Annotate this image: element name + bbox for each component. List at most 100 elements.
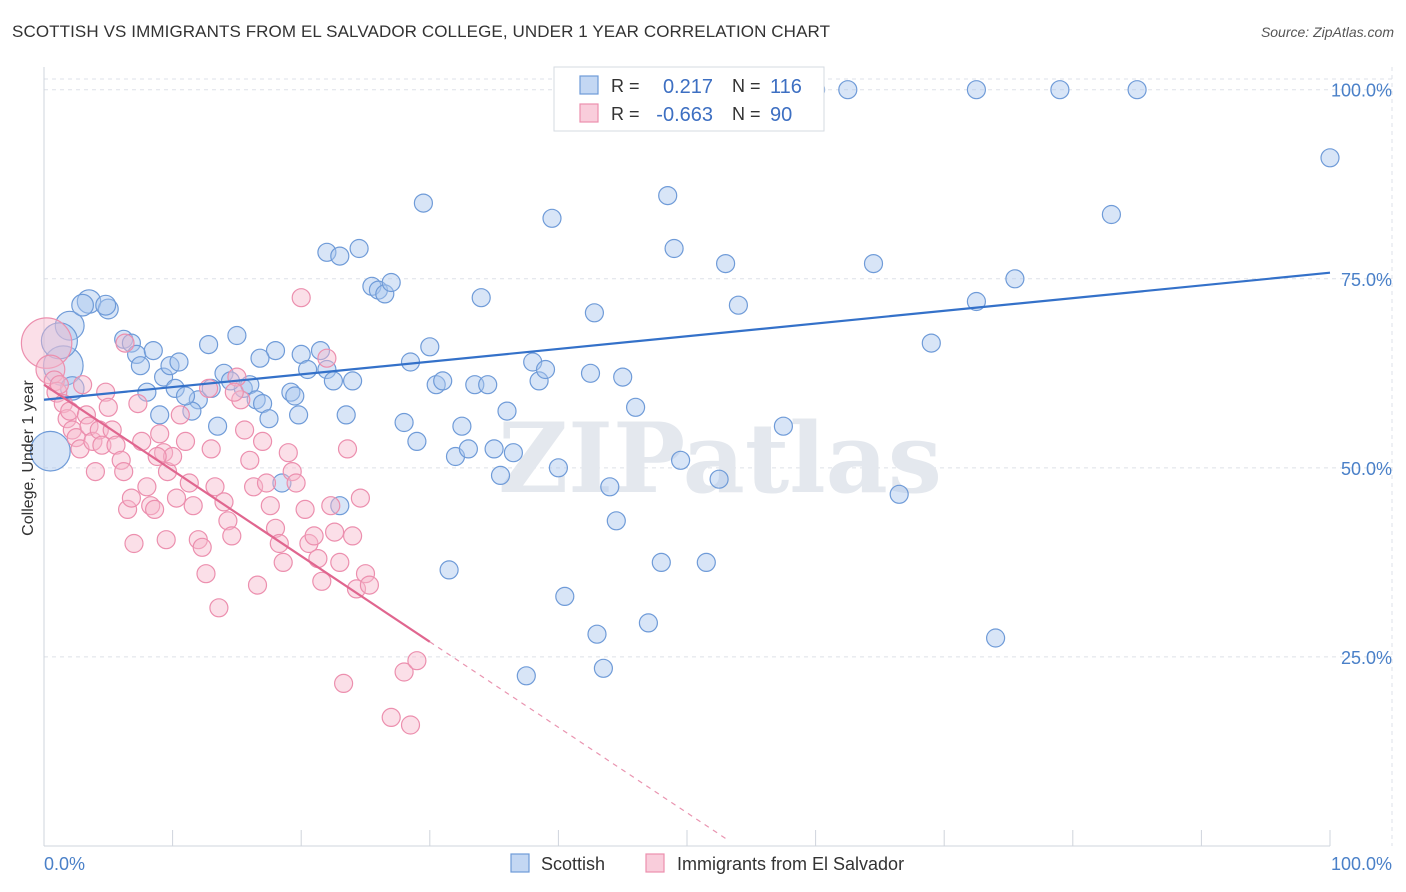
salvador-point xyxy=(235,420,255,440)
scottish-point xyxy=(121,333,141,353)
scottish-trend-line xyxy=(43,271,1331,401)
salvador-point xyxy=(240,450,260,470)
scottish-point xyxy=(250,348,270,368)
salvador-point xyxy=(175,431,196,451)
salvador-point xyxy=(117,499,138,519)
scottish-point xyxy=(696,552,716,573)
scottish-point xyxy=(143,341,163,361)
scottish-point xyxy=(503,443,524,463)
scottish-point xyxy=(863,254,884,274)
y-tick-label: 50.0% xyxy=(1341,459,1392,479)
scottish-point xyxy=(71,293,94,317)
y-tick-label: 100.0% xyxy=(1331,81,1392,101)
salvador-point xyxy=(145,499,165,519)
salvador-point xyxy=(312,571,332,591)
scottish-point xyxy=(349,238,369,259)
salvador-point xyxy=(157,462,178,482)
salvador-point xyxy=(330,552,350,573)
salvador-r-value: -0.663 xyxy=(656,104,713,126)
salvador-point xyxy=(317,348,337,368)
salvador-point xyxy=(286,473,306,493)
salvador-point xyxy=(308,548,328,569)
y-tick-label: 75.0% xyxy=(1341,270,1392,290)
salvador-point xyxy=(282,462,302,482)
scottish-point xyxy=(966,80,987,100)
scottish-point xyxy=(1127,80,1147,100)
scottish-point xyxy=(1005,269,1025,289)
salvador-point xyxy=(85,462,106,482)
scottish-point xyxy=(317,359,337,380)
scottish-point xyxy=(651,552,671,573)
scottish-r-label: R = xyxy=(611,76,640,96)
scottish-point xyxy=(966,291,987,312)
salvador-point xyxy=(209,598,229,618)
scottish-point xyxy=(606,511,626,531)
salvador-trend-extension xyxy=(429,641,726,839)
scottish-point xyxy=(638,613,659,633)
salvador-point xyxy=(106,435,126,455)
scottish-point xyxy=(889,484,909,504)
salvador-point xyxy=(218,511,238,531)
salvador-point xyxy=(20,317,73,369)
salvador-point xyxy=(231,390,251,410)
stats-legend-box xyxy=(553,66,825,132)
salvador-point xyxy=(394,662,414,682)
scottish-point xyxy=(433,371,453,391)
salvador-point xyxy=(381,707,401,728)
scottish-point xyxy=(587,624,607,644)
scottish-point xyxy=(265,341,286,361)
scottish-point xyxy=(584,303,605,323)
salvador-n-value: 90 xyxy=(770,104,792,126)
salvador-point xyxy=(57,409,77,429)
scottish-swatch xyxy=(579,75,599,95)
x-tick-label-max: 100.0% xyxy=(1331,854,1392,874)
salvador-n-label: N = xyxy=(732,104,761,124)
scottish-point xyxy=(439,560,459,580)
scottish-point xyxy=(478,375,498,395)
watermark: ZIPatlas xyxy=(498,402,942,515)
scottish-point xyxy=(130,356,150,376)
scottish-point xyxy=(154,367,174,387)
scottish-point xyxy=(600,477,620,497)
scottish-n-label: N = xyxy=(732,76,761,96)
salvador-point xyxy=(72,375,93,395)
salvador-point xyxy=(337,439,358,459)
salvador-point xyxy=(128,394,148,414)
salvador-point xyxy=(350,488,370,508)
salvador-point xyxy=(150,424,170,444)
scottish-point xyxy=(289,405,309,425)
salvador-point xyxy=(166,488,187,508)
scottish-point xyxy=(298,359,318,380)
scottish-point xyxy=(658,186,678,206)
scottish-point xyxy=(497,401,517,421)
scottish-point xyxy=(458,439,478,459)
salvador-point xyxy=(247,575,268,595)
scottish-point xyxy=(259,409,279,429)
scottish-point xyxy=(175,386,196,406)
scottish-point xyxy=(97,298,119,320)
scottish-point xyxy=(1050,80,1070,100)
salvador-point xyxy=(343,526,363,546)
salvador-point xyxy=(79,416,99,436)
scottish-point xyxy=(838,80,858,100)
salvador-point xyxy=(205,477,225,497)
scottish-point xyxy=(921,333,941,353)
bottom-legend: Scottish Immigrants from El Salvador xyxy=(510,853,904,874)
salvador-point xyxy=(124,533,144,554)
scottish-point xyxy=(471,288,491,308)
scottish-point xyxy=(985,628,1006,648)
salvador-point xyxy=(92,435,112,455)
y-tick-label: 25.0% xyxy=(1341,648,1392,668)
scottish-point xyxy=(95,294,117,316)
axes xyxy=(43,67,1331,847)
scottish-point xyxy=(336,405,356,425)
salvador-point xyxy=(222,526,242,546)
trend-lines xyxy=(43,271,1331,839)
salvador-point xyxy=(334,673,354,694)
salvador-point xyxy=(132,431,152,451)
scottish-point xyxy=(285,386,305,406)
salvador-point xyxy=(304,526,324,546)
scottish-point xyxy=(773,416,794,436)
salvador-point xyxy=(111,450,131,470)
